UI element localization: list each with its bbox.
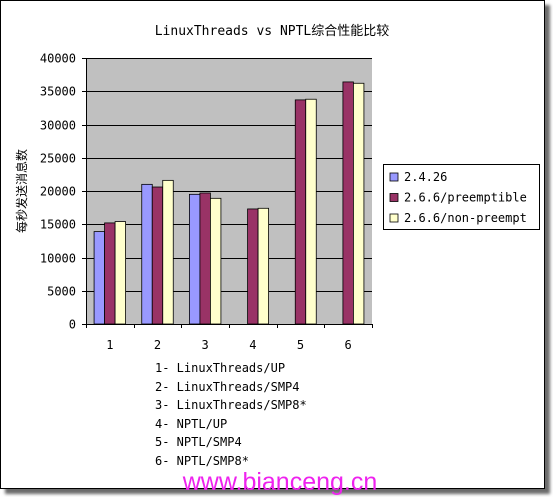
bar-2-6-6-preemptible-cat-5	[294, 99, 307, 325]
x-tick-label: 5	[297, 338, 304, 352]
y-tick-label: 20000	[40, 185, 76, 199]
bar-2-4-26-cat-1	[93, 231, 105, 325]
bar-2-6-6-preemptible-cat-3	[199, 192, 211, 325]
x-tick-label: 6	[345, 338, 352, 352]
bar-2-6-6-preemptible-cat-6	[342, 81, 354, 325]
category-note: 6- NPTL/SMP8*	[155, 454, 249, 468]
plot-layer: 0 5000 10000 15000 20000 25000 30000 35000 40000…	[40, 52, 540, 352]
x-tick-label: 2	[154, 338, 161, 352]
watermark-text: www.bianceng.cn	[182, 468, 378, 496]
legend-swatch-2-4-26	[389, 172, 399, 182]
legend-label-2-6-6-preemptible: 2.6.6/preemptible	[404, 191, 527, 205]
legend-label-2-4-26: 2.4.26	[404, 170, 447, 184]
bar-2-6-6-non-preempt-cat-5	[305, 98, 317, 325]
category-notes: 1- LinuxThreads/UP 2- LinuxThreads/SMP4 …	[155, 361, 307, 468]
bar-2-6-6-non-preempt-cat-3	[210, 197, 222, 325]
y-axis-label: 每秒发送消息数	[14, 149, 29, 233]
category-note: 5- NPTL/SMP4	[155, 435, 242, 449]
bar-2-6-6-preemptible-cat-1	[104, 222, 116, 325]
y-tick-label: 30000	[40, 119, 76, 133]
y-tick-label: 25000	[40, 152, 76, 166]
bar-2-6-6-preemptible-cat-2	[151, 186, 164, 325]
x-tick-label: 1	[106, 338, 113, 352]
category-note: 1- LinuxThreads/UP	[155, 361, 285, 375]
y-tick-label: 15000	[40, 218, 76, 232]
category-note: 3- LinuxThreads/SMP8*	[155, 398, 307, 412]
bar-2-6-6-non-preempt-cat-1	[114, 221, 126, 325]
y-tick-label: 5000	[47, 285, 76, 299]
category-note: 4- NPTL/UP	[155, 417, 227, 431]
bar-2-4-26-cat-3	[189, 193, 201, 325]
y-tick-label: 10000	[40, 252, 76, 266]
bar-2-6-6-non-preempt-cat-6	[353, 82, 365, 325]
y-tick-label: 0	[69, 318, 76, 332]
x-tick-label: 4	[249, 338, 256, 352]
bar-2-6-6-non-preempt-cat-2	[162, 179, 174, 325]
y-tick-label: 35000	[40, 85, 76, 99]
x-tick-label: 3	[202, 338, 209, 352]
bar-2-6-6-non-preempt-cat-4	[257, 207, 269, 325]
bar-2-6-6-preemptible-cat-4	[247, 208, 259, 325]
bar-2-4-26-cat-2	[141, 183, 153, 325]
legend-swatch-2-6-6-preemptible	[389, 193, 399, 202]
legend-box	[383, 164, 540, 230]
legend-swatch-2-6-6-non-preempt	[389, 213, 399, 223]
chart-title: LinuxThreads vs NPTL综合性能比较	[155, 24, 390, 39]
legend-label-2-6-6-non-preempt: 2.6.6/non-preempt	[404, 211, 527, 225]
category-note: 2- LinuxThreads/SMP4	[155, 380, 300, 394]
y-tick-label: 40000	[40, 52, 76, 66]
legend: 2.4.26 2.6.6/preemptible 2.6.6/non-preempt	[383, 164, 540, 230]
